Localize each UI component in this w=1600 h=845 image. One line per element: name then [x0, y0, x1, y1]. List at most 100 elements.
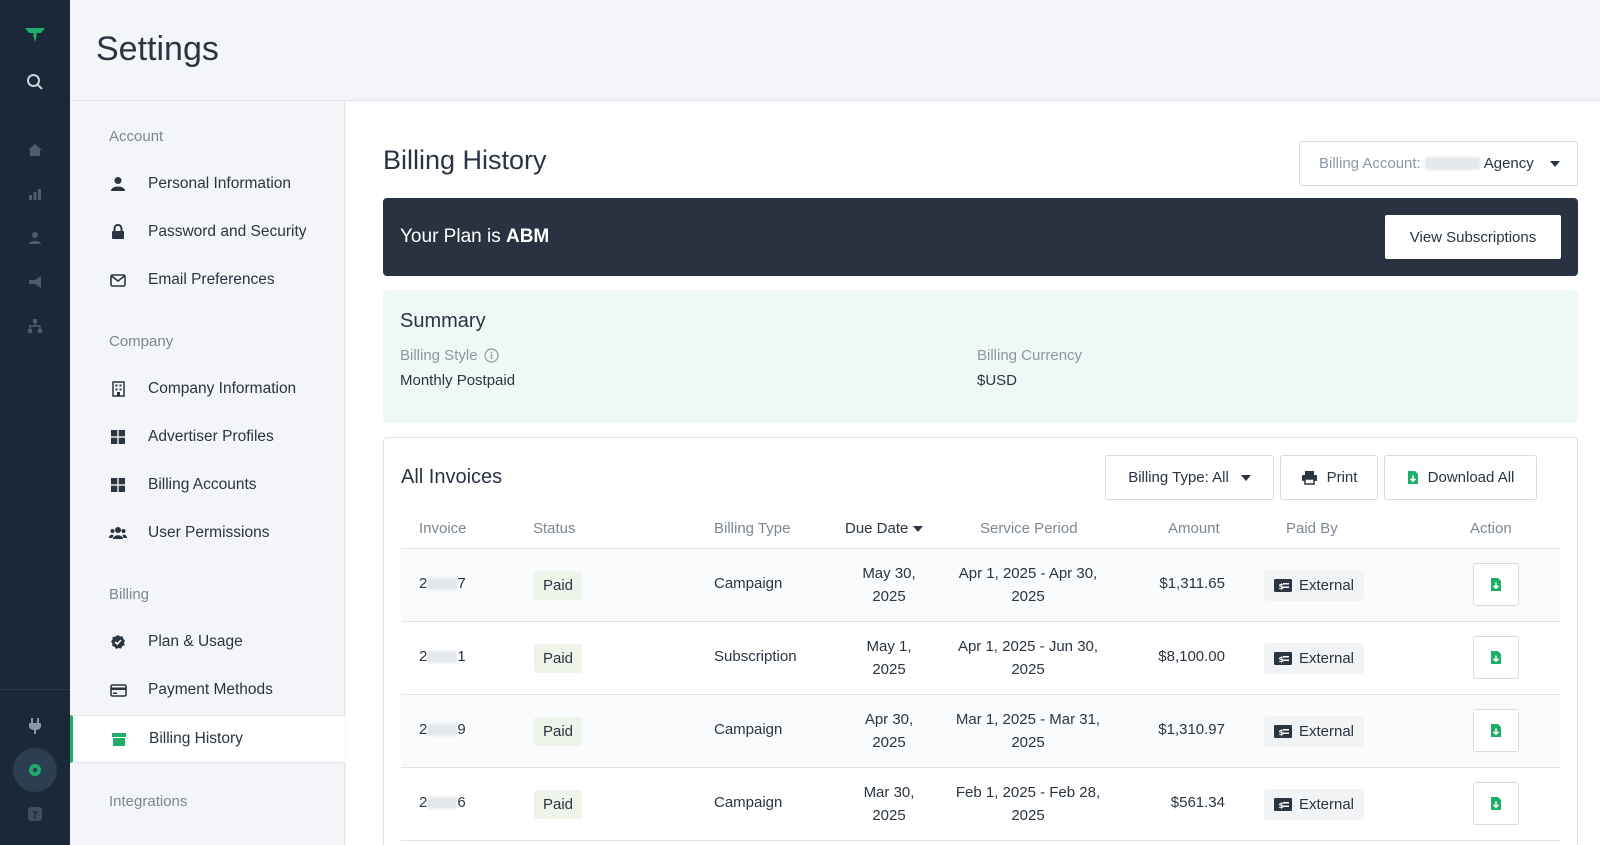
col-status[interactable]: Status — [533, 520, 576, 537]
download-invoice-button[interactable] — [1473, 563, 1519, 606]
view-subscriptions-button[interactable]: View Subscriptions — [1385, 215, 1561, 259]
amount: $8,100.00 — [1158, 648, 1225, 665]
nav-item-password-and-security[interactable]: Password and Security — [70, 208, 344, 256]
due-date: Apr 30, 2025 — [864, 711, 914, 751]
billing-history-title: Billing History — [383, 145, 547, 175]
all-invoices-card: All Invoices Billing Type: All Print Dow… — [383, 437, 1578, 845]
col-action: Action — [1470, 520, 1512, 537]
plan-name: ABM — [505, 226, 550, 247]
paid-by-badge: $ External — [1264, 716, 1364, 747]
billing-type-filter[interactable]: Billing Type: All — [1105, 455, 1274, 500]
billing-type: Campaign — [714, 794, 783, 811]
download-all-label: Download All — [1427, 469, 1515, 486]
grid-icon — [109, 476, 127, 494]
billing-history-panel: Billing History Billing Account: Agency … — [346, 101, 1600, 845]
nav-item-label: Email Preferences — [148, 271, 275, 288]
due-date: May 1, 2025 — [866, 638, 912, 678]
service-period: Feb 1, 2025 - Feb 28, 2025 — [955, 784, 1101, 824]
redacted-text — [427, 797, 458, 810]
app-rail: ? — [0, 0, 70, 845]
building-icon — [109, 380, 127, 398]
printer-icon — [1301, 471, 1317, 485]
file-download-icon — [1491, 651, 1501, 664]
service-period: Apr 1, 2025 - Apr 30, 2025 — [958, 565, 1098, 605]
amount: $1,311.65 — [1159, 575, 1225, 592]
nav-item-label: Plan & Usage — [148, 633, 243, 650]
download-invoice-button[interactable] — [1473, 636, 1519, 679]
sitemap-icon[interactable] — [0, 308, 70, 344]
nav-item-label: Billing History — [149, 730, 243, 747]
plan-text: Your Plan is ABM — [400, 226, 549, 248]
col-amount[interactable]: Amount — [1168, 520, 1220, 537]
gear-icon[interactable] — [0, 752, 70, 788]
brand-logo-icon[interactable] — [0, 17, 70, 53]
col-due-date[interactable]: Due Date — [845, 520, 924, 537]
billing-type-filter-label: Billing Type: All — [1128, 469, 1229, 486]
info-icon[interactable] — [483, 348, 499, 363]
credit-card-icon — [109, 681, 127, 699]
settings-nav: Account Personal Information Password an… — [70, 101, 345, 845]
grid-icon — [109, 428, 127, 446]
nav-item-label: Personal Information — [148, 175, 292, 192]
status-badge: Paid — [534, 571, 583, 600]
nav-item-email-preferences[interactable]: Email Preferences — [70, 256, 344, 304]
service-period: Mar 1, 2025 - Mar 31, 2025 — [955, 711, 1101, 751]
nav-item-billing-accounts[interactable]: Billing Accounts — [70, 461, 344, 509]
nav-item-payment-methods[interactable]: Payment Methods — [70, 666, 344, 714]
megaphone-icon[interactable] — [0, 264, 70, 300]
nav-item-company-information[interactable]: Company Information — [70, 365, 344, 413]
redacted-text — [1424, 157, 1480, 170]
nav-item-advertiser-profiles[interactable]: Advertiser Profiles — [70, 413, 344, 461]
nav-item-user-permissions[interactable]: User Permissions — [70, 509, 344, 557]
svg-text:$: $ — [1278, 728, 1284, 737]
page-header: Settings — [70, 0, 1600, 101]
plan-banner: Your Plan is ABM View Subscriptions — [383, 198, 1578, 276]
file-download-icon — [1491, 797, 1501, 810]
nav-item-label: Password and Security — [148, 223, 307, 240]
billing-currency-value: $USD — [977, 372, 1018, 389]
svg-text:?: ? — [32, 810, 38, 821]
nav-item-personal-information[interactable]: Personal Information — [70, 160, 344, 208]
download-invoice-button[interactable] — [1473, 709, 1519, 752]
download-all-button[interactable]: Download All — [1384, 455, 1537, 500]
col-due-date-label: Due Date — [845, 520, 909, 537]
nav-section-billing: Billing — [109, 586, 150, 603]
nav-section-account: Account — [109, 128, 164, 145]
invoices-table-header: Invoice Status Billing Type Due Date Ser… — [401, 511, 1560, 549]
search-icon[interactable] — [0, 64, 70, 100]
money-card-icon: $ — [1273, 798, 1292, 811]
col-paid-by[interactable]: Paid By — [1286, 520, 1338, 537]
money-card-icon: $ — [1273, 579, 1292, 592]
col-billing-type[interactable]: Billing Type — [714, 520, 791, 537]
status-badge: Paid — [534, 717, 583, 746]
print-label: Print — [1326, 469, 1358, 486]
paid-by-label: External — [1298, 577, 1355, 594]
col-service-period[interactable]: Service Period — [980, 520, 1078, 537]
redacted-text — [427, 651, 458, 664]
billing-style-label: Billing Style — [400, 347, 499, 364]
home-icon[interactable] — [0, 132, 70, 168]
print-button[interactable]: Print — [1280, 455, 1378, 500]
help-icon[interactable]: ? — [0, 796, 70, 832]
billing-account-dropdown[interactable]: Billing Account: Agency — [1299, 141, 1578, 186]
paid-by-badge: $ External — [1264, 570, 1364, 601]
audience-icon[interactable] — [0, 220, 70, 256]
paid-by-label: External — [1298, 723, 1355, 740]
plug-icon[interactable] — [0, 708, 70, 744]
caret-down-icon — [1549, 160, 1560, 167]
chart-icon[interactable] — [0, 176, 70, 212]
col-invoice[interactable]: Invoice — [419, 520, 467, 537]
billing-style-value: Monthly Postpaid — [400, 372, 516, 389]
paid-by-badge: $ External — [1264, 643, 1364, 674]
nav-section-company: Company — [109, 333, 174, 350]
download-invoice-button[interactable] — [1473, 782, 1519, 825]
nav-item-plan-usage[interactable]: Plan & Usage — [70, 618, 344, 666]
nav-item-billing-history[interactable]: Billing History — [70, 715, 345, 763]
file-download-icon — [1491, 724, 1501, 737]
file-download-icon — [1407, 471, 1418, 484]
users-icon — [109, 524, 127, 542]
sort-desc-icon — [913, 525, 924, 532]
